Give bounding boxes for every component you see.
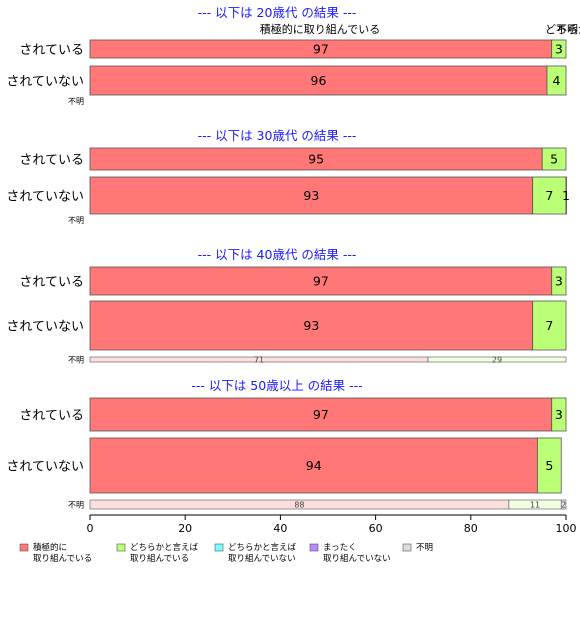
- x-tick-label: 0: [87, 522, 94, 535]
- data-label: 7: [545, 188, 553, 203]
- row-label: されていない: [6, 460, 84, 475]
- row-label: されている: [19, 409, 84, 424]
- legend-label: 不明: [416, 543, 433, 553]
- row-label: されていない: [6, 320, 84, 335]
- x-tick-label: 80: [464, 522, 478, 535]
- legend-label: どちらかと言えば: [228, 542, 297, 553]
- bar-segment: [565, 176, 567, 215]
- bar-segment: [551, 397, 567, 432]
- row-label: 不明: [68, 216, 84, 225]
- data-label: 93: [303, 318, 319, 333]
- legend-label: 取り組んでいる: [33, 553, 92, 564]
- legend-label: どちらかと言えば: [130, 542, 199, 553]
- row-label: 不明: [68, 501, 84, 510]
- legend-swatch: [116, 543, 126, 552]
- data-label: 94: [306, 458, 322, 473]
- data-label: 97: [313, 274, 329, 289]
- legend-swatch: [214, 543, 224, 552]
- bar-segment: [427, 356, 567, 363]
- data-label: 97: [313, 42, 329, 57]
- legend-label: 取り組んでいない: [228, 553, 296, 564]
- bar-segment: [532, 300, 567, 351]
- legend-swatch: [402, 543, 412, 552]
- data-label: 29: [492, 356, 502, 365]
- header-label-3: 不明: [556, 23, 578, 36]
- x-tick-label: 20: [178, 522, 192, 535]
- data-label: 5: [545, 458, 553, 473]
- x-tick-label: 60: [369, 522, 383, 535]
- group-title: --- 以下は 30歳代 の結果 ---: [198, 128, 357, 143]
- bar-segment: [89, 300, 534, 351]
- data-label: 88: [294, 501, 304, 510]
- data-label: 2: [561, 501, 566, 510]
- legend-swatch: [309, 543, 319, 552]
- x-tick-label: 40: [273, 522, 287, 535]
- row-label: されていない: [6, 190, 84, 205]
- legend-swatch: [19, 543, 29, 552]
- legend-label: 積極的に: [33, 542, 67, 553]
- bar-segment: [551, 39, 567, 59]
- data-label: 71: [254, 356, 264, 365]
- data-label: 3: [555, 274, 563, 289]
- legend-label: 取り組んでいない: [323, 553, 391, 564]
- row-label: されている: [19, 153, 84, 168]
- bar-segment: [89, 437, 538, 494]
- data-label: 4: [553, 73, 561, 88]
- bar-segment: [541, 147, 567, 171]
- bar-segment: [89, 397, 553, 432]
- row-label: されている: [19, 275, 84, 290]
- data-label: 96: [311, 73, 327, 88]
- bar-segment: [551, 266, 567, 296]
- legend-label: まったく: [323, 543, 357, 553]
- group-title: --- 以下は 20歳代 の結果 ---: [198, 5, 357, 20]
- group-title: --- 以下は 50歳以上 の結果 ---: [191, 378, 362, 393]
- legend-label: 取り組んでいる: [130, 553, 189, 564]
- row-label: 不明: [68, 356, 84, 365]
- data-label: 93: [303, 188, 319, 203]
- header-label-2: どちらか: [545, 23, 580, 36]
- row-label: されていない: [6, 75, 84, 90]
- row-label: されている: [19, 43, 84, 58]
- data-label: 95: [308, 152, 324, 167]
- bar-segment: [560, 499, 567, 510]
- bar-segment: [546, 65, 567, 96]
- group-title: --- 以下は 40歳代 の結果 ---: [198, 247, 357, 262]
- row-label: 不明: [68, 97, 84, 106]
- data-label: 5: [550, 152, 558, 167]
- data-label: 1: [562, 188, 570, 203]
- data-label: 11: [530, 501, 540, 510]
- header-label-1: 積極的に取り組んでいる: [260, 22, 380, 36]
- x-tick-label: 100: [556, 522, 577, 535]
- data-label: 3: [555, 407, 563, 422]
- data-label: 7: [545, 318, 553, 333]
- data-label: 3: [555, 42, 563, 57]
- bar-segment: [537, 437, 562, 494]
- data-label: 97: [313, 407, 329, 422]
